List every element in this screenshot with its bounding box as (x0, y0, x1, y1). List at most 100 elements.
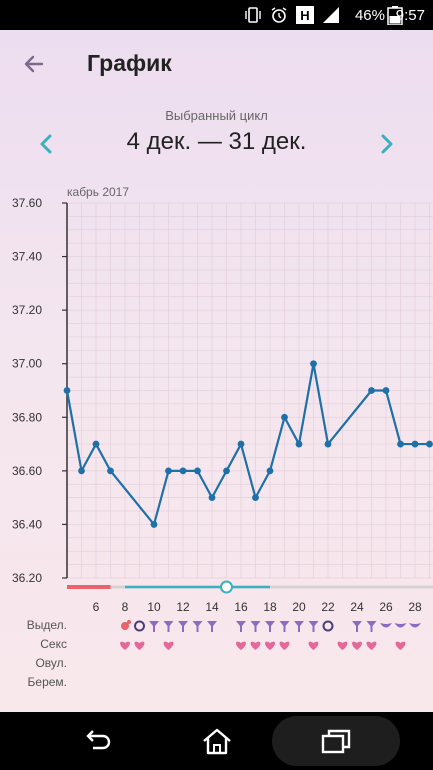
x-tick-label: 18 (263, 600, 277, 614)
legend-row: Овул. (0, 656, 433, 674)
page-title: График (87, 50, 172, 76)
data-point (252, 494, 259, 502)
signal-icon (323, 7, 339, 23)
arrow-left-icon[interactable] (16, 46, 52, 82)
data-point (426, 440, 433, 448)
discharge-drop-icon (265, 621, 275, 632)
heart-icon (120, 641, 130, 650)
x-tick-label: 22 (321, 600, 335, 614)
x-tick-label: 8 (122, 600, 129, 614)
data-point (63, 387, 71, 394)
legend-row: Выдел. (0, 618, 433, 636)
discharge-drop-icon (207, 621, 217, 632)
heart-icon (236, 641, 246, 650)
cycle-range: 4 дек. — 31 дек. (126, 128, 307, 155)
data-point (165, 467, 172, 475)
y-tick-label: 37.60 (12, 196, 42, 210)
x-tick-label: 10 (147, 600, 161, 614)
timeline-handle[interactable] (220, 580, 233, 594)
discharge-drop-icon (366, 621, 377, 632)
y-tick-label: 37.20 (12, 303, 42, 317)
data-point (237, 440, 245, 448)
chevron-right-icon[interactable] (372, 130, 400, 158)
data-point (295, 440, 303, 448)
y-tick-label: 37.00 (12, 357, 42, 371)
x-tick-label: 26 (379, 600, 393, 614)
cycle-timeline[interactable] (67, 580, 433, 594)
back-icon[interactable] (79, 724, 115, 760)
legend-row-label: Выдел. (26, 618, 67, 632)
heart-icon (279, 641, 290, 650)
y-tick-label: 36.20 (12, 571, 42, 585)
discharge-drop-icon (352, 621, 362, 632)
heart-icon (250, 641, 261, 650)
heart-icon (395, 641, 406, 650)
discharge-ring-icon (322, 620, 334, 632)
legend-row: Секс (0, 637, 433, 655)
data-point (107, 467, 114, 475)
x-tick-label: 24 (350, 600, 364, 614)
x-tick-label: 14 (205, 600, 219, 614)
recents-icon[interactable] (318, 724, 354, 760)
data-point (411, 440, 419, 448)
data-point (208, 494, 216, 502)
discharge-ring-icon (134, 620, 145, 632)
status-icons: H (243, 5, 341, 25)
x-tick-label: 16 (234, 600, 248, 614)
x-tick-label: 28 (408, 600, 422, 614)
data-point (266, 467, 274, 475)
heart-icon (308, 641, 319, 650)
data-point (324, 440, 332, 448)
heart-icon (337, 641, 348, 650)
spotting-icon (127, 620, 131, 624)
battery-icon (387, 6, 403, 25)
x-tick-label: 20 (292, 600, 306, 614)
svg-text:H: H (300, 8, 309, 23)
temperature-chart[interactable]: кабрь 2017 36.20 36.40 36.60 36.80 37.00 37.2… (0, 182, 433, 622)
x-tick-label: 6 (93, 600, 100, 614)
discharge-drop-icon (236, 621, 246, 632)
y-tick-label: 37.40 (12, 250, 42, 264)
discharge-leaf-icon (409, 623, 421, 628)
status-bar: H 46% 9:57 (0, 0, 433, 30)
data-point (194, 467, 201, 475)
heart-icon (265, 641, 275, 650)
spotting-icon (121, 622, 129, 630)
data-point (281, 413, 288, 421)
data-point (179, 467, 187, 475)
data-point (92, 440, 100, 448)
heart-icon (352, 641, 362, 650)
data-point (150, 521, 158, 528)
data-point (382, 387, 390, 394)
chevron-left-icon[interactable] (33, 130, 61, 158)
discharge-drop-icon (308, 621, 319, 632)
heart-icon (134, 641, 145, 650)
battery-percent: 46% (354, 7, 385, 24)
discharge-drop-icon (294, 621, 304, 632)
legend-row: Берем. (0, 675, 433, 693)
recents-highlight (272, 716, 400, 766)
app-bar: График (0, 30, 433, 96)
cycle-caption: Выбранный цикл (165, 108, 268, 123)
discharge-leaf-icon (380, 623, 392, 628)
y-tick-label: 36.80 (12, 410, 42, 424)
home-icon[interactable] (199, 724, 235, 760)
clock: 9:57 (395, 7, 425, 24)
temperature-series (63, 360, 433, 528)
alarm-icon (271, 7, 287, 23)
discharge-drop-icon (192, 621, 203, 632)
series-line (65, 362, 430, 526)
legend-markers (120, 620, 421, 650)
y-tick-label: 36.40 (12, 517, 42, 531)
heart-icon (366, 641, 377, 650)
discharge-drop-icon (250, 621, 261, 632)
discharge-drop-icon (163, 621, 174, 632)
h-network-icon: H (296, 6, 314, 24)
vibrate-icon (245, 7, 261, 23)
discharge-drop-icon (178, 621, 188, 632)
discharge-drop-icon (149, 621, 159, 632)
data-point (397, 440, 404, 448)
data-point (368, 387, 375, 394)
discharge-drop-icon (279, 621, 290, 632)
data-point (223, 467, 230, 475)
